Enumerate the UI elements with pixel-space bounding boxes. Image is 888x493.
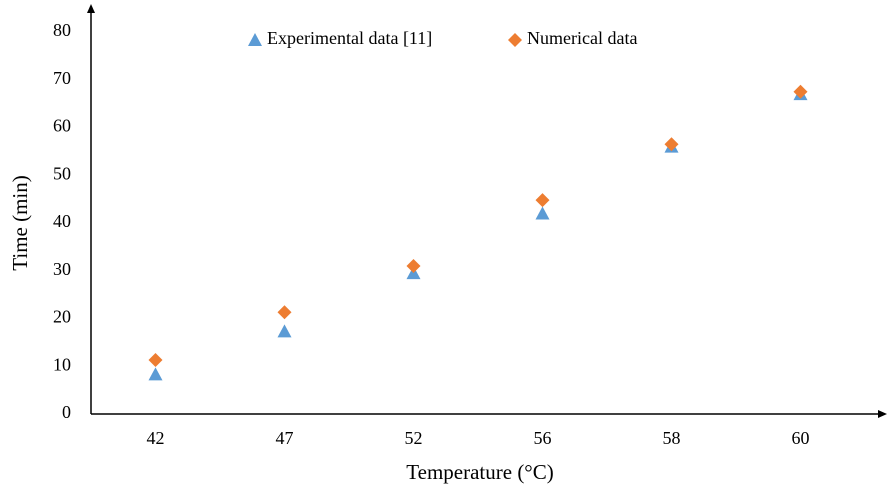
legend-marker bbox=[248, 33, 262, 46]
y-tick-label: 40 bbox=[53, 211, 71, 231]
x-axis-arrow bbox=[878, 410, 887, 418]
legend-label: Experimental data [11] bbox=[267, 28, 432, 48]
x-tick-label: 42 bbox=[147, 428, 165, 448]
y-tick-label: 30 bbox=[53, 259, 71, 279]
y-tick-label: 10 bbox=[53, 354, 71, 374]
x-tick-label: 56 bbox=[534, 428, 552, 448]
legend-label: Numerical data bbox=[527, 28, 637, 48]
y-tick-label: 20 bbox=[53, 307, 71, 327]
y-tick-label: 60 bbox=[53, 116, 71, 136]
y-tick-label: 50 bbox=[53, 163, 71, 183]
y-tick-label: 70 bbox=[53, 68, 71, 88]
point bbox=[535, 193, 550, 208]
point bbox=[277, 305, 292, 320]
x-tick-label: 47 bbox=[276, 428, 294, 448]
y-axis-title: Time (min) bbox=[8, 175, 32, 270]
point bbox=[664, 137, 679, 152]
x-axis-title: Temperature (°C) bbox=[406, 460, 553, 484]
y-tick-label: 80 bbox=[53, 20, 71, 40]
point bbox=[148, 367, 163, 381]
legend-marker bbox=[508, 33, 522, 47]
x-tick-label: 60 bbox=[792, 428, 810, 448]
point bbox=[148, 353, 163, 368]
x-tick-label: 58 bbox=[663, 428, 681, 448]
y-tick-label: 0 bbox=[62, 402, 71, 422]
point bbox=[277, 324, 292, 338]
point bbox=[406, 258, 421, 273]
x-tick-label: 52 bbox=[405, 428, 423, 448]
point bbox=[793, 84, 808, 99]
y-axis-arrow bbox=[87, 4, 95, 13]
point bbox=[535, 206, 550, 220]
